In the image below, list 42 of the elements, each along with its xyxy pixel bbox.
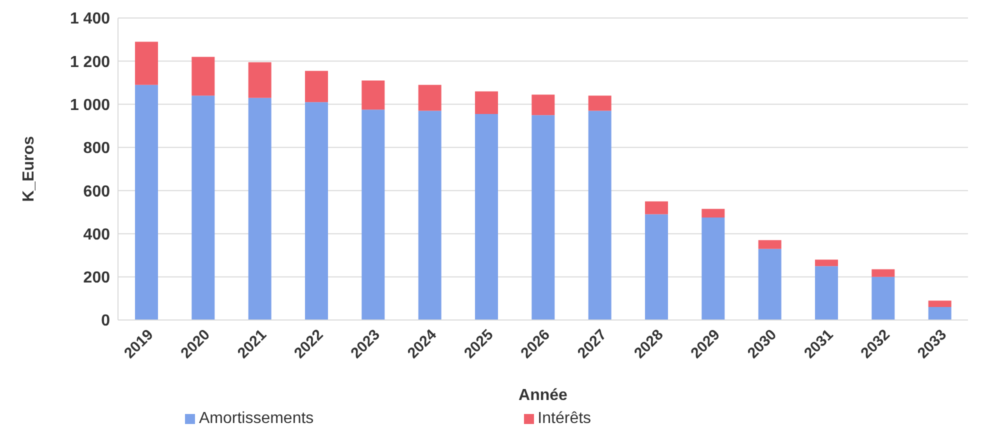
legend-label: Amortissements — [198, 410, 314, 427]
y-tick-label: 1 200 — [70, 54, 110, 71]
bar — [135, 42, 158, 85]
bar — [362, 80, 385, 110]
bar — [645, 214, 668, 320]
bar — [475, 114, 498, 320]
y-tick-label: 400 — [83, 226, 110, 244]
bar — [305, 102, 328, 320]
bar — [588, 110, 612, 320]
bar — [418, 84, 442, 111]
bar — [475, 91, 498, 114]
bar — [248, 62, 272, 98]
bar — [418, 110, 442, 320]
y-tick-label: 1 000 — [70, 96, 110, 114]
bar — [872, 269, 895, 277]
bar — [815, 266, 838, 320]
bar — [758, 248, 782, 320]
bar — [702, 218, 725, 320]
legend-label: Intérêts — [538, 410, 592, 427]
bar — [192, 56, 215, 96]
y-tick-label: 0 — [101, 312, 110, 330]
y-tick-label: 200 — [83, 270, 110, 287]
bar — [192, 96, 215, 320]
bar — [588, 96, 612, 111]
bar — [928, 307, 952, 320]
bar — [815, 260, 838, 266]
bar — [532, 115, 555, 320]
bar — [928, 300, 952, 308]
y-tick-label: 1 400 — [70, 10, 110, 28]
bar — [305, 70, 328, 102]
y-axis-title: K_Euros — [20, 136, 38, 202]
bar — [532, 94, 555, 116]
y-tick-label: 600 — [83, 183, 110, 200]
bar — [645, 201, 668, 214]
bar — [758, 240, 782, 249]
y-tick-label: 800 — [83, 140, 110, 158]
bar — [872, 276, 895, 320]
bar — [248, 98, 272, 320]
x-axis-title: Année — [518, 387, 568, 404]
bar — [702, 208, 725, 218]
bar — [362, 110, 385, 320]
bar — [135, 84, 158, 320]
